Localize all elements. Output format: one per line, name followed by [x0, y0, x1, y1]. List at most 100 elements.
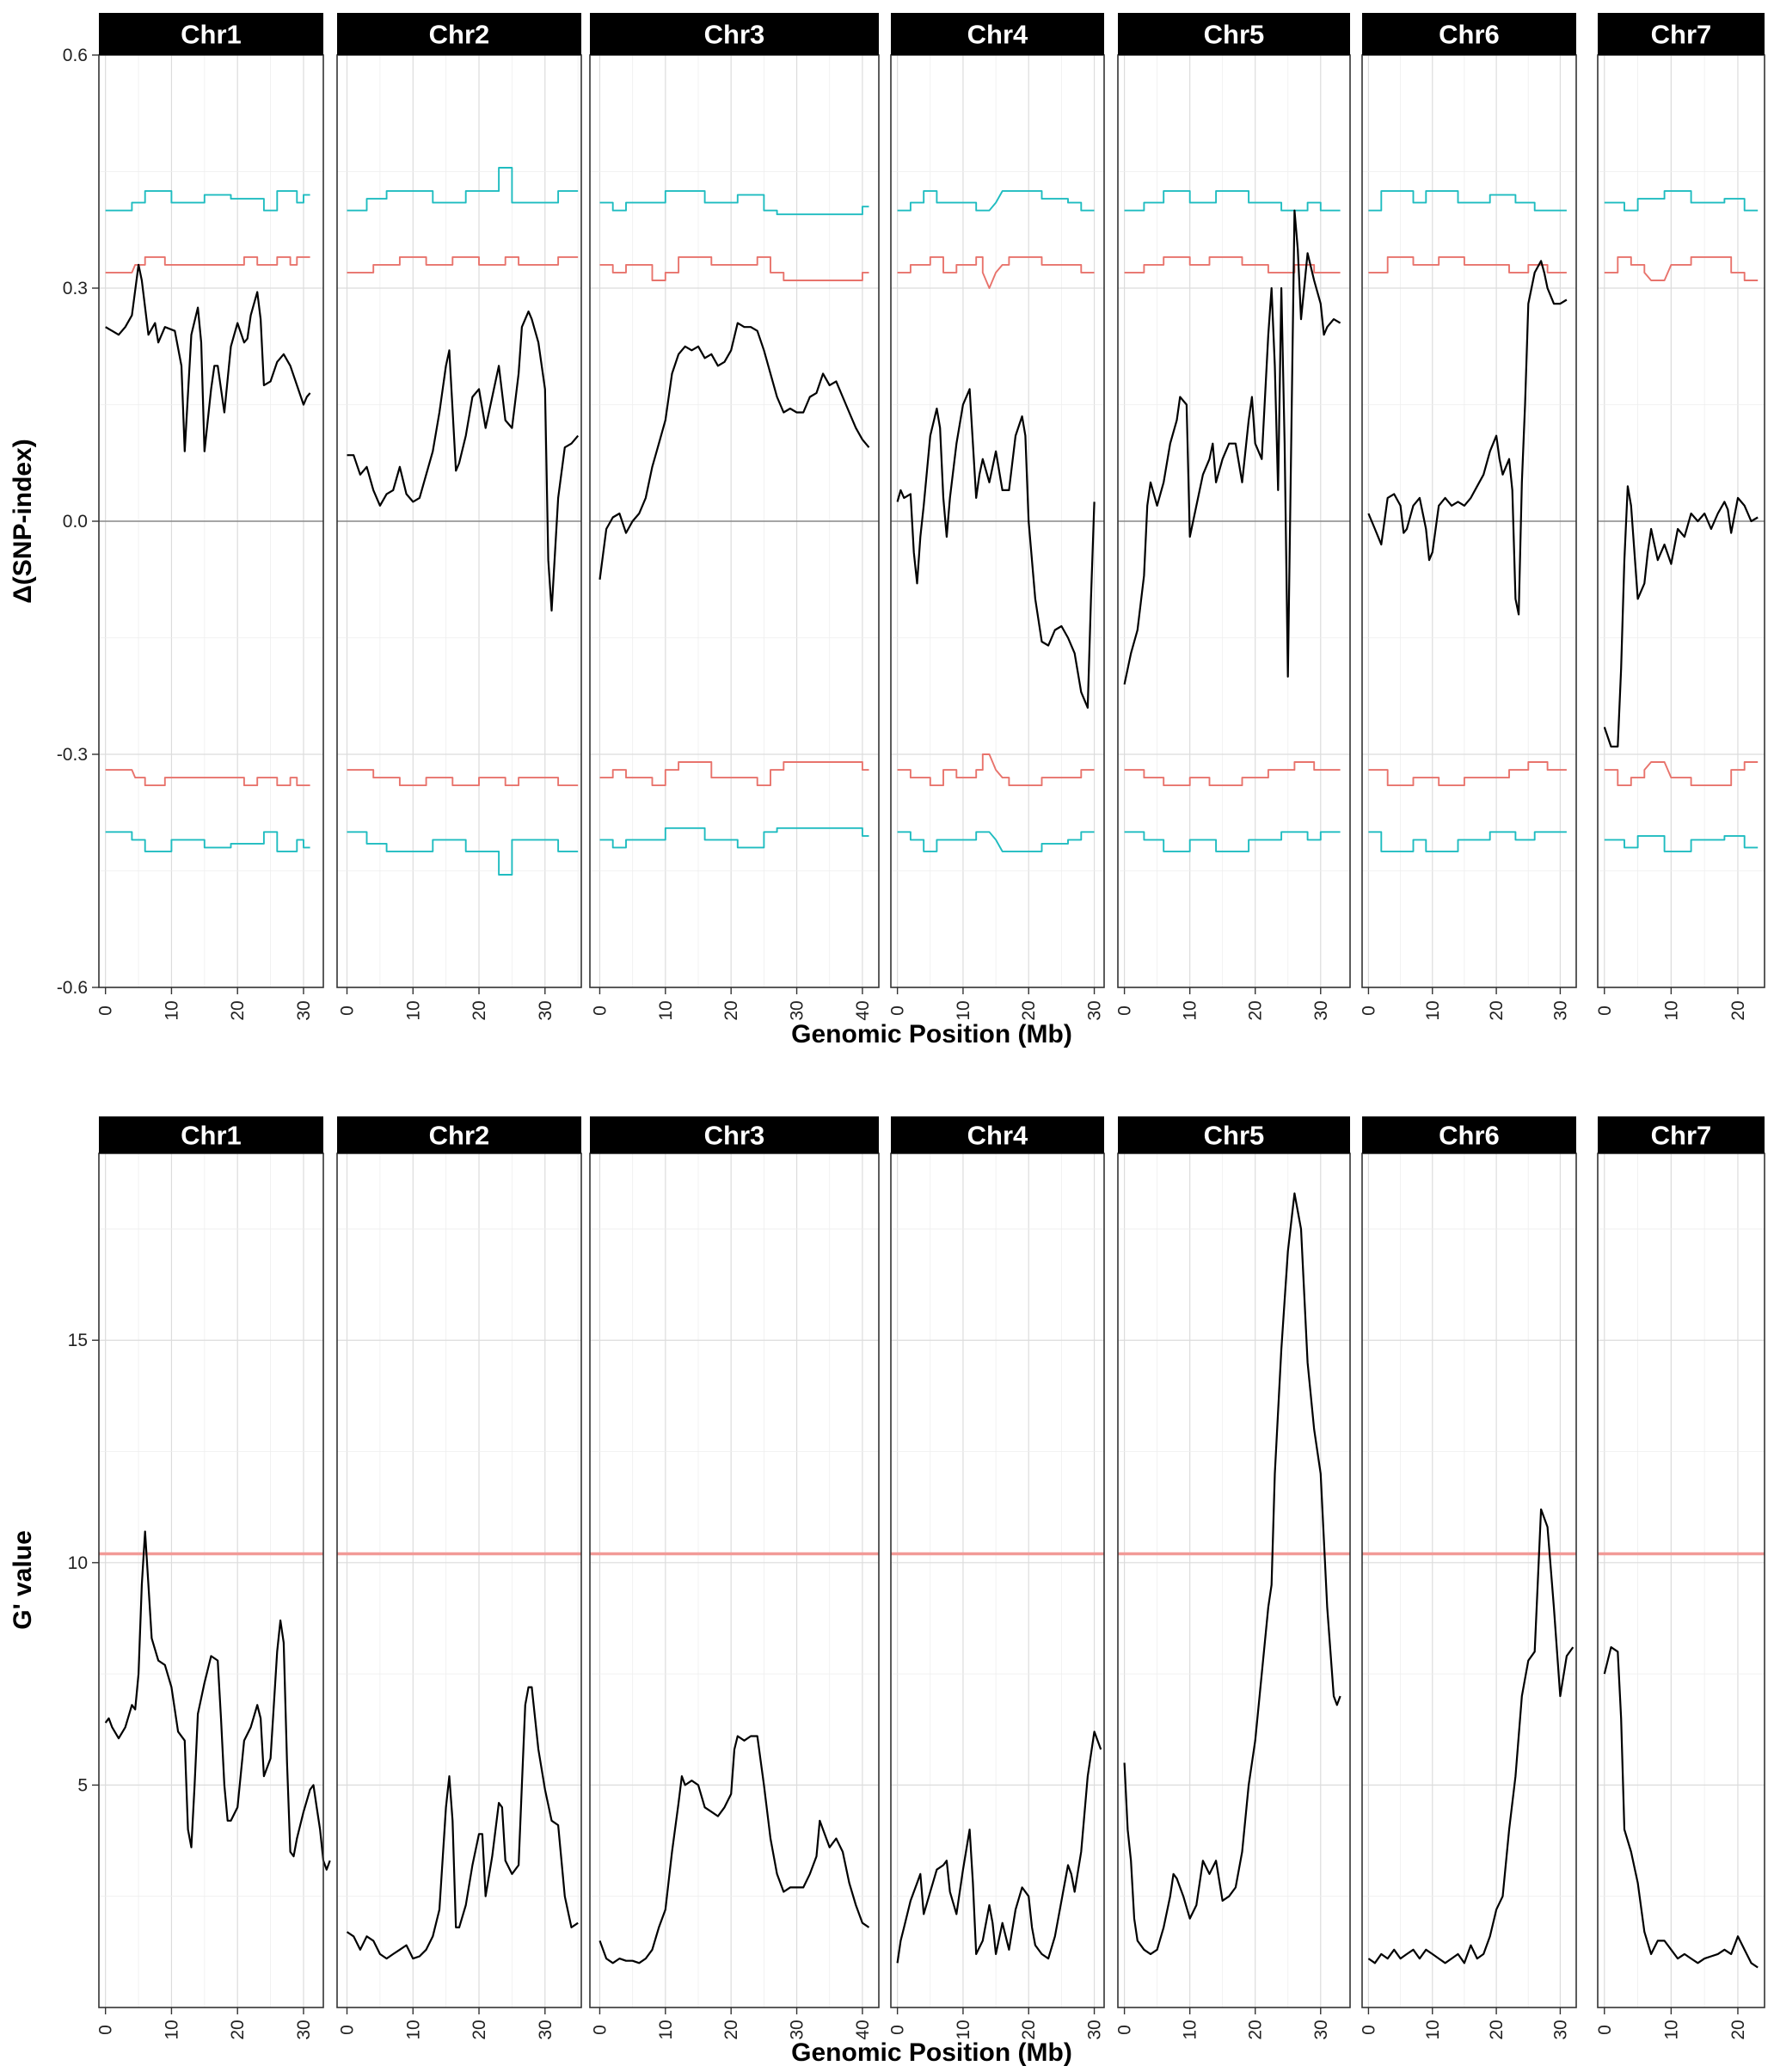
x-tick-label: 20 [1487, 2020, 1507, 2039]
strip-header [891, 13, 1104, 55]
x-tick-label: 0 [1359, 2025, 1378, 2035]
y-tick-label: -0.3 [57, 745, 88, 765]
x-tick-label: 20 [1246, 1000, 1266, 1020]
x-tick-label: 10 [954, 2020, 973, 2039]
x-tick-label: 20 [721, 2020, 741, 2039]
x-tick-label: 10 [1423, 2020, 1443, 2039]
gprime-panel-chr6: Chr6 0 10 20 30 [1359, 1116, 1577, 2040]
x-tick-label: 30 [536, 1000, 556, 1020]
x-tick-label: 20 [1487, 1000, 1507, 1020]
series-ci99_lower [897, 831, 1095, 852]
series-ci99_upper [897, 190, 1095, 212]
x-tick-label: 0 [1595, 1005, 1615, 1016]
strip-header [1598, 1116, 1765, 1153]
gprime-panel-chr7: Chr7 0 10 20 [1595, 1116, 1765, 2040]
x-tick-label: 20 [1019, 2020, 1039, 2039]
y-tick-label: 0.6 [63, 46, 88, 65]
series-ci99_lower [1124, 831, 1341, 852]
series-ci99_lower [1604, 834, 1759, 852]
panel-background [1362, 1153, 1576, 2007]
series-delta [105, 263, 311, 452]
series-delta [347, 310, 580, 612]
x-tick-label: 10 [1181, 2020, 1200, 2039]
x-tick-label: 10 [656, 1000, 676, 1020]
series-ci95_lower [599, 761, 869, 787]
strip-header [99, 1116, 323, 1153]
panel-background [99, 1153, 323, 2007]
series-ci99_upper [1124, 190, 1341, 212]
x-tick-label: 10 [954, 1000, 973, 1020]
strip-header [337, 13, 581, 55]
series-ci95_upper [897, 255, 1095, 289]
strip-header [590, 13, 879, 55]
x-tick-label: 20 [470, 2020, 489, 2039]
strip-label-chr5: Chr5 [1204, 20, 1265, 50]
series-ci95_upper [347, 255, 579, 274]
x-tick-label: 10 [1661, 2020, 1681, 2039]
strip-label-chr7: Chr7 [1651, 20, 1712, 50]
x-tick-label: 10 [656, 2020, 676, 2039]
x-tick-label: 40 [853, 2020, 873, 2039]
series-ci99_lower [105, 831, 310, 852]
series-ci95_upper [105, 255, 310, 274]
series-gprime [104, 1530, 331, 1871]
strip-label-chr1: Chr1 [181, 1121, 242, 1151]
x-tick-label: 20 [228, 1000, 248, 1020]
strip-label-chr2: Chr2 [429, 20, 490, 50]
x-tick-label: 30 [1085, 1000, 1105, 1020]
strip-label-chr5: Chr5 [1204, 1121, 1265, 1151]
series-delta [1123, 209, 1341, 685]
strip-label-chr7: Chr7 [1651, 1121, 1712, 1151]
series-gprime [1367, 1508, 1575, 1964]
snp-y-axis-title: Δ(SNP-index) [9, 439, 37, 604]
strip-header [1598, 13, 1765, 55]
x-tick-label: 0 [590, 1005, 610, 1016]
x-tick-label: 0 [338, 1005, 358, 1016]
snp-panel-chr1: Chr1 0 10 20 30 [96, 13, 324, 1021]
x-tick-label: 30 [788, 2020, 807, 2039]
strip-header [99, 13, 323, 55]
strip-label-chr4: Chr4 [967, 1121, 1028, 1151]
snp-panel-chr2: Chr2 0 10 20 30 [336, 13, 582, 1021]
x-tick-label: 0 [1115, 2025, 1135, 2035]
series-ci95_lower [897, 753, 1095, 787]
strip-label-chr2: Chr2 [429, 1121, 490, 1151]
strip-label-chr3: Chr3 [704, 1121, 765, 1151]
series-gprime [896, 1731, 1102, 1964]
x-tick-label: 30 [1311, 1000, 1331, 1020]
series-gprime [598, 1735, 870, 1964]
strip-header [1362, 13, 1576, 55]
snp-panel-chr6: Chr6 0 10 20 30 [1359, 13, 1577, 1021]
series-ci95_lower [1124, 761, 1341, 787]
x-tick-label: 20 [1246, 2020, 1266, 2039]
series-delta [1367, 260, 1568, 616]
gprime-panel-chr2: Chr2 0 10 20 30 [336, 1116, 582, 2040]
x-tick-label: 0 [888, 1005, 908, 1016]
series-gprime [1603, 1646, 1759, 1969]
panel-background [1598, 1153, 1765, 2007]
x-tick-label: 40 [853, 1000, 873, 1020]
x-tick-label: 30 [294, 2020, 314, 2039]
strip-label-chr6: Chr6 [1439, 1121, 1500, 1151]
series-gprime [346, 1686, 579, 1960]
x-tick-label: 10 [1661, 1000, 1681, 1020]
snp-chart: Chr1 0 10 20 30 Chr2 0 10 20 30 Chr3 0 10 20 30 40 Chr4 0… [9, 13, 1765, 1048]
series-delta [598, 322, 870, 580]
series-ci95_lower [347, 769, 579, 787]
series-delta [896, 388, 1096, 709]
x-tick-label: 0 [96, 2025, 116, 2035]
series-ci99_upper [599, 190, 869, 216]
x-tick-label: 30 [536, 2020, 556, 2039]
series-gprime [1123, 1192, 1341, 1955]
series-ci95_lower [105, 769, 310, 787]
snp-panel-chr4: Chr4 0 10 20 30 [888, 13, 1105, 1021]
strip-header [891, 1116, 1104, 1153]
y-tick-label: 5 [77, 1775, 88, 1795]
series-delta [1603, 485, 1759, 748]
x-tick-label: 20 [1728, 1000, 1748, 1020]
series-ci95_upper [599, 255, 869, 281]
x-tick-label: 0 [590, 2025, 610, 2035]
series-ci99_upper [1604, 190, 1759, 212]
y-tick-label: 15 [68, 1331, 88, 1350]
x-tick-label: 0 [1359, 1005, 1378, 1016]
